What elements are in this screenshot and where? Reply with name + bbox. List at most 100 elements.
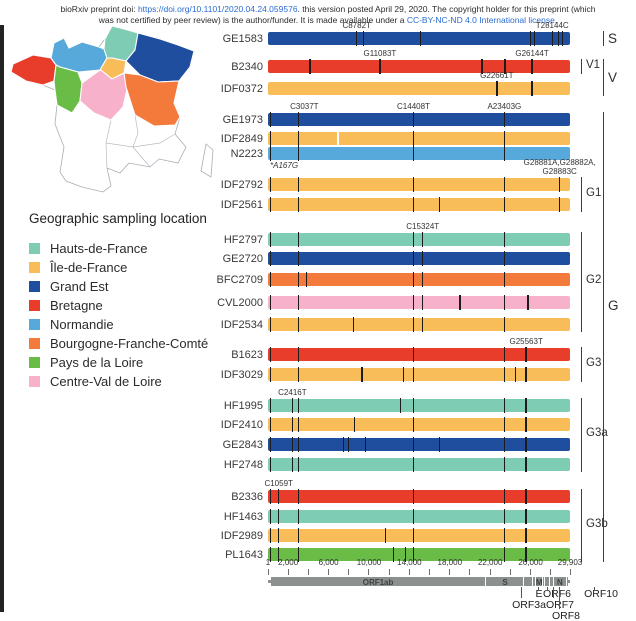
x-axis-tick (449, 569, 451, 575)
clade-label-G3a: G3a (586, 427, 608, 439)
x-axis-tick (489, 569, 491, 575)
legend-item: Bourgogne-Franche-Comté (29, 336, 209, 351)
mutation-tick (404, 547, 407, 562)
mutation-tick (412, 272, 415, 287)
mutation-tick (561, 31, 564, 46)
clade-label-G3b: G3b (586, 517, 608, 530)
mutation-tick (297, 232, 300, 247)
mutation-tick (291, 457, 294, 472)
legend-swatch (29, 338, 40, 349)
south-internal-borders (105, 114, 176, 169)
mutation-tick (412, 509, 415, 524)
genome-bar-IDF2849 (268, 132, 570, 145)
gene-callout-ORF8: ORF8 (551, 610, 580, 621)
gene-leader-line (594, 587, 595, 590)
mutation-tick (525, 347, 527, 362)
mutation-tick (399, 398, 401, 413)
x-axis-label: 18,000 (437, 558, 463, 567)
mutation-tick (412, 398, 415, 413)
mutation-tick (269, 251, 272, 266)
genome-bar-GE1973 (268, 113, 570, 126)
biorxiv-banner: bioRxiv preprint doi: https://doi.org/10… (28, 4, 628, 25)
gene-segment-ORF10 (566, 577, 569, 586)
x-axis-tick (287, 569, 289, 575)
sample-label: BFC2709 (216, 274, 263, 286)
sample-label: IDF0372 (220, 83, 263, 95)
mutation-tick (297, 272, 300, 287)
mutation-tick (438, 197, 441, 212)
legend-item: Bretagne (29, 298, 208, 313)
legend-label: Bretagne (50, 298, 103, 313)
sample-label: HF1995 (223, 400, 263, 412)
mutation-tick (269, 367, 272, 382)
legend-swatch (29, 357, 40, 368)
x-axis-label: 6,000 (318, 558, 339, 567)
doi-link[interactable]: https://doi.org/10.1101/2020.04.24.05957… (137, 4, 298, 14)
clade-label-G3: G3 (586, 356, 602, 369)
mutation-tick (525, 528, 527, 543)
mutation-tick (412, 146, 415, 161)
legend-label: Pays de la Loire (50, 355, 144, 370)
mutation-tick (297, 197, 300, 212)
gene-segment-M (535, 577, 543, 586)
genome-bar-HF2797 (268, 233, 570, 246)
gene-label-N: N (556, 578, 563, 587)
legend-label: Grand Est (50, 279, 109, 294)
x-axis-label: 2,000 (278, 558, 299, 567)
mutation-tick (379, 59, 381, 74)
clade-bracket-V (603, 59, 605, 96)
gene-label-S: S (502, 578, 508, 587)
mutation-tick (297, 112, 300, 127)
banner-line-2: was not certified by peer review) is the… (98, 14, 558, 25)
x-axis-minor-tick (509, 569, 511, 575)
mutation-tick (297, 131, 300, 146)
mutation-annotation: C8782T (342, 20, 371, 30)
mutation-tick (412, 232, 415, 247)
clade-label-V1: V1 (586, 58, 601, 71)
mutation-tick (503, 272, 506, 287)
license-link[interactable]: CC-BY-NC-ND 4.0 International license (406, 14, 555, 25)
mutation-tick (527, 295, 529, 310)
mutation-tick (297, 347, 300, 362)
genome-bar-IDF3029 (268, 368, 570, 381)
mutation-tick (525, 437, 527, 452)
mutation-tick (525, 489, 527, 504)
legend-item: Hauts-de-France (29, 241, 208, 256)
mutation-tick (364, 437, 367, 452)
mutation-tick (422, 232, 424, 247)
mutation-tick (277, 509, 280, 524)
genome-bar-IDF2561 (268, 198, 570, 211)
mutation-tick (503, 509, 506, 524)
mutation-tick (558, 177, 561, 192)
gene-segment-ORF3a (524, 577, 533, 586)
map-region-bourgogne-franche-comte (123, 72, 181, 127)
sample-label: GE1583 (222, 33, 263, 45)
mutation-tick (412, 197, 415, 212)
gene-segment-E (533, 577, 536, 586)
gene-segment-ORF8 (549, 577, 554, 586)
gene-segment-ORF7 (544, 577, 550, 586)
clade-label-G: G (608, 297, 619, 313)
mutation-tick (531, 81, 533, 96)
mutation-tick (269, 131, 272, 146)
legend-swatch (29, 262, 40, 273)
sample-label: IDF2989 (220, 530, 263, 542)
mutation-annotation: C3037T (290, 101, 319, 111)
genome-bar-PL1643 (268, 548, 570, 561)
gene-segment-N (553, 577, 567, 586)
mutation-annotation: G26144T (515, 48, 549, 58)
mutation-tick (531, 59, 533, 74)
genome-bar-HF1995 (268, 399, 570, 412)
legend-label: Bourgogne-Franche-Comté (50, 336, 209, 351)
mutation-tick (412, 547, 415, 562)
mutation-tick (503, 146, 506, 161)
mutation-tick (269, 398, 272, 413)
mutation-tick (514, 367, 517, 382)
clade-label-G2: G2 (586, 274, 602, 286)
gene-callout-ORF10: ORF10 (584, 588, 618, 600)
mutation-tick (459, 295, 461, 310)
sample-label: B2336 (231, 491, 263, 503)
mutation-tick (557, 31, 560, 46)
x-axis-minor-tick (429, 569, 431, 575)
mutation-tick (525, 417, 527, 432)
